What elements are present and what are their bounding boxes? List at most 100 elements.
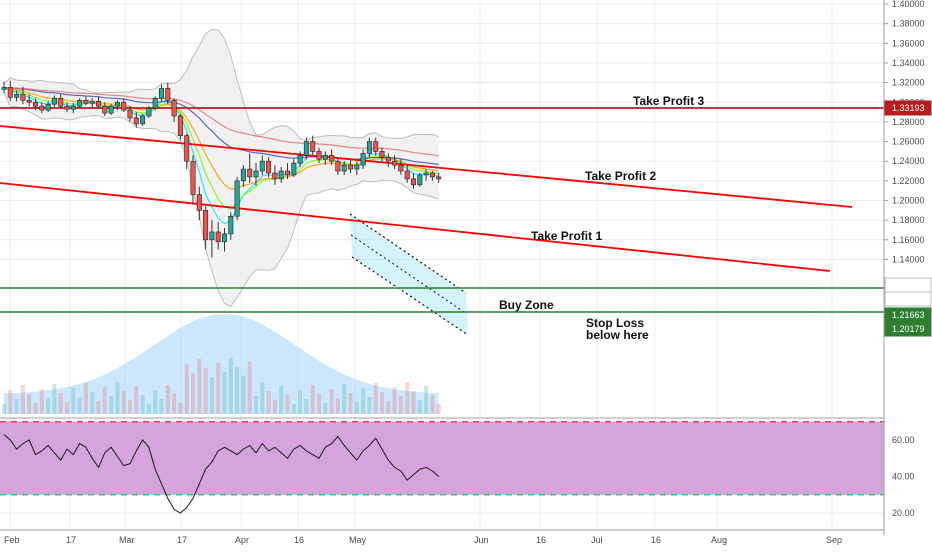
candle-body	[436, 176, 442, 180]
time-tick-label: 17	[177, 535, 187, 545]
channel-mid-line	[350, 234, 468, 315]
candle-body	[322, 155, 328, 160]
candle-body	[7, 87, 13, 98]
candle	[39, 102, 45, 114]
volume-bar	[260, 382, 265, 414]
candle-body	[222, 233, 228, 243]
candle	[45, 101, 51, 113]
candle-body	[354, 164, 360, 170]
candle-body	[291, 162, 297, 176]
candle-body	[215, 231, 221, 243]
candle	[429, 171, 435, 181]
candle-body	[171, 99, 177, 117]
time-tick-label: Apr	[235, 535, 249, 545]
volume-bar	[153, 390, 158, 414]
volume-bar	[235, 367, 240, 414]
candle	[89, 98, 95, 109]
volume-bar	[354, 402, 359, 414]
volume-bar	[361, 388, 366, 414]
volume-bar	[298, 390, 303, 414]
price-tick-label: 1.16000	[892, 235, 925, 245]
candle	[398, 159, 404, 175]
stop-loss-sublabel: below here	[586, 328, 649, 342]
take-profit-2-label: Take Profit 2	[585, 169, 656, 183]
time-tick-label: May	[349, 535, 367, 545]
volume-bar	[417, 400, 422, 414]
candle-body	[51, 98, 57, 105]
candle	[77, 98, 83, 109]
candle	[133, 112, 139, 128]
candle	[373, 137, 379, 156]
candle	[222, 228, 228, 252]
price-tick-label: 1.20000	[892, 196, 925, 206]
rsi-tick-label: 40.00	[892, 472, 915, 482]
candle-body	[146, 107, 152, 117]
price-tick-label: 1.38000	[892, 19, 925, 29]
time-tick-label: Aug	[711, 535, 727, 545]
candle	[259, 155, 265, 175]
take-profit-3-label: Take Profit 3	[633, 94, 704, 108]
time-tick-label: Jun	[474, 535, 489, 545]
candle	[146, 106, 152, 118]
volume-bar	[272, 400, 277, 414]
candle	[266, 157, 272, 177]
candle-body	[39, 105, 45, 111]
time-tick-label: 17	[66, 535, 76, 545]
candle	[272, 165, 278, 185]
candle-body	[14, 94, 20, 98]
volume-bar	[52, 384, 57, 414]
volume-bar	[424, 386, 429, 414]
candle-body	[259, 160, 265, 172]
volume-bar	[342, 384, 347, 414]
volume-bar	[178, 403, 183, 414]
time-tick-label: 16	[536, 535, 546, 545]
candle-body	[341, 164, 347, 172]
candle	[108, 104, 114, 116]
candle	[190, 155, 196, 205]
volume-bar	[203, 368, 208, 414]
volume-bar	[96, 401, 101, 414]
time-tick-label: Mar	[119, 535, 135, 545]
volume-bar	[197, 359, 202, 414]
candle-body	[398, 164, 404, 172]
candle-body	[335, 160, 341, 172]
candle-body	[310, 141, 316, 152]
candle-body	[404, 170, 410, 180]
volume-area	[4, 314, 439, 414]
candle	[297, 151, 303, 168]
candle-body	[152, 98, 158, 109]
candle-body	[184, 135, 190, 162]
moving-average-line	[3, 86, 439, 190]
candle-body	[64, 105, 70, 110]
candle	[58, 94, 64, 109]
candle-body	[159, 88, 165, 99]
price-tick-label: 1.26000	[892, 137, 925, 147]
volume-bar	[115, 382, 120, 414]
price-tag-box	[884, 321, 932, 337]
candle-body	[32, 101, 38, 107]
candle-body	[77, 99, 83, 107]
candle	[379, 147, 385, 162]
candle-body	[272, 172, 278, 180]
candle	[366, 137, 372, 158]
candle	[51, 95, 57, 108]
volume-bar	[77, 397, 82, 414]
bollinger-upper	[3, 28, 439, 142]
candle	[177, 114, 183, 140]
volume-bar	[172, 394, 177, 414]
candle	[291, 159, 297, 177]
candle	[114, 100, 120, 111]
moving-average-line	[3, 86, 439, 166]
candle-body	[423, 172, 429, 176]
volume-bar	[317, 394, 321, 414]
rsi-tick-label: 20.00	[892, 508, 915, 518]
price-tag-label: 02:44:35	[892, 294, 927, 304]
volume-bar	[159, 399, 164, 414]
candle-body	[190, 160, 196, 195]
price-tick-label: 1.28000	[892, 117, 925, 127]
volume-bar	[310, 385, 315, 414]
price-tick-label: 1.14000	[892, 254, 925, 264]
time-tick-label: Feb	[4, 535, 20, 545]
